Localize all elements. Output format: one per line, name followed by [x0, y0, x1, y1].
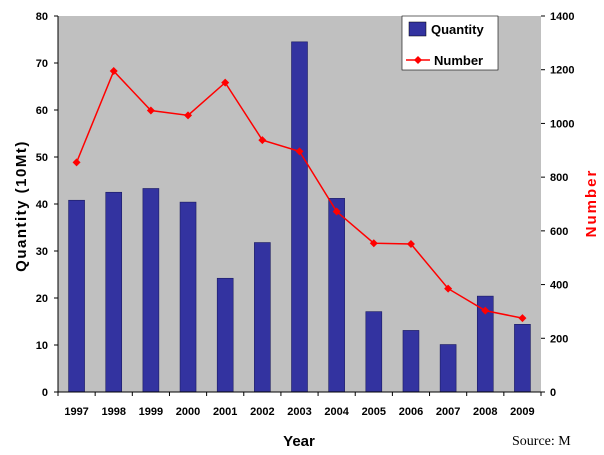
legend-quantity-label: Quantity	[431, 22, 484, 37]
y2-tick-label-800: 800	[550, 172, 568, 184]
y2-tick-label-600: 600	[550, 226, 568, 238]
point-number-1999	[146, 106, 155, 115]
x-tick-label-1999: 1999	[139, 406, 163, 418]
x-tick-label-2002: 2002	[250, 406, 274, 418]
y2-tick-label-0: 0	[550, 387, 556, 399]
y-tick-label-10: 10	[36, 340, 48, 352]
y2-tick-label-400: 400	[550, 280, 568, 292]
x-tick-label-2003: 2003	[287, 406, 311, 418]
y2-tick-label-200: 200	[550, 333, 568, 345]
y-tick-label-60: 60	[36, 105, 48, 117]
point-number-2007	[444, 284, 453, 293]
bar-quantity-2000	[179, 201, 197, 393]
point-number-2003	[295, 147, 304, 156]
point-number-2008	[481, 306, 490, 315]
bar-quantity-1998	[105, 191, 123, 393]
x-tick-label-2006: 2006	[399, 406, 423, 418]
bar-quantity-2003	[291, 41, 308, 393]
x-tick-label-2008: 2008	[473, 406, 497, 418]
point-number-2004	[332, 207, 341, 216]
x-tick-label-2000: 2000	[176, 406, 200, 418]
point-number-1998	[109, 67, 118, 76]
y2-axis-title: Number	[583, 169, 600, 238]
bar-quantity-2002	[254, 242, 271, 393]
number-line	[72, 67, 527, 323]
legend-number-label: Number	[434, 53, 483, 68]
bar-quantity-2005	[365, 311, 383, 393]
point-number-2000	[184, 111, 193, 120]
x-tick-label-1998: 1998	[101, 406, 125, 418]
bar-quantity-2006	[402, 330, 420, 393]
y2-tick-labels: 0 200 400 600 800 1000 1200 1400	[541, 11, 574, 399]
quantity-bars	[68, 41, 531, 393]
y2-tick-label-1200: 1200	[550, 65, 574, 77]
point-number-2009	[518, 314, 527, 323]
legend: Quantity Number	[401, 15, 499, 71]
x-axis-title: Year	[283, 433, 315, 450]
point-number-2006	[406, 240, 415, 249]
legend-number-marker	[414, 56, 422, 64]
x-tick-label-2004: 2004	[324, 406, 349, 418]
point-number-1997	[72, 158, 81, 167]
y-tick-label-70: 70	[36, 58, 48, 70]
bar-quantity-2009	[514, 324, 531, 393]
legend-quantity-swatch	[408, 21, 427, 37]
source-note: Source: M	[512, 434, 571, 449]
y2-tick-label-1400: 1400	[550, 11, 574, 23]
point-number-2001	[221, 78, 230, 87]
y-tick-label-40: 40	[36, 199, 48, 211]
bar-quantity-2001	[216, 277, 234, 393]
x-tick-label-2001: 2001	[213, 406, 237, 418]
y-tick-label-50: 50	[36, 152, 48, 164]
x-tick-label-2009: 2009	[510, 406, 534, 418]
bar-quantity-2004	[328, 198, 345, 393]
y-tick-label-80: 80	[36, 11, 48, 23]
y-tick-label-30: 30	[36, 246, 48, 258]
x-tick-label-2005: 2005	[362, 406, 386, 418]
point-number-2005	[369, 239, 378, 248]
x-tick-label-2007: 2007	[436, 406, 460, 418]
bar-quantity-1999	[142, 188, 160, 393]
bar-quantity-2007	[439, 344, 457, 393]
y-tick-label-0: 0	[42, 387, 48, 399]
x-tick-label-1997: 1997	[64, 406, 88, 418]
y-axis-title: Quantity (10Mt)	[13, 140, 30, 272]
y-tick-label-20: 20	[36, 293, 48, 305]
x-tick-labels: 1997 1998 1999 2000 2001 2002 2003 2004 2005 2006…	[57, 392, 542, 418]
y-tick-labels: 0 10 20 30 40 50 60 70 80	[36, 11, 58, 399]
y2-tick-label-1000: 1000	[550, 118, 574, 130]
point-number-2002	[258, 136, 267, 145]
bar-quantity-1997	[68, 199, 85, 393]
